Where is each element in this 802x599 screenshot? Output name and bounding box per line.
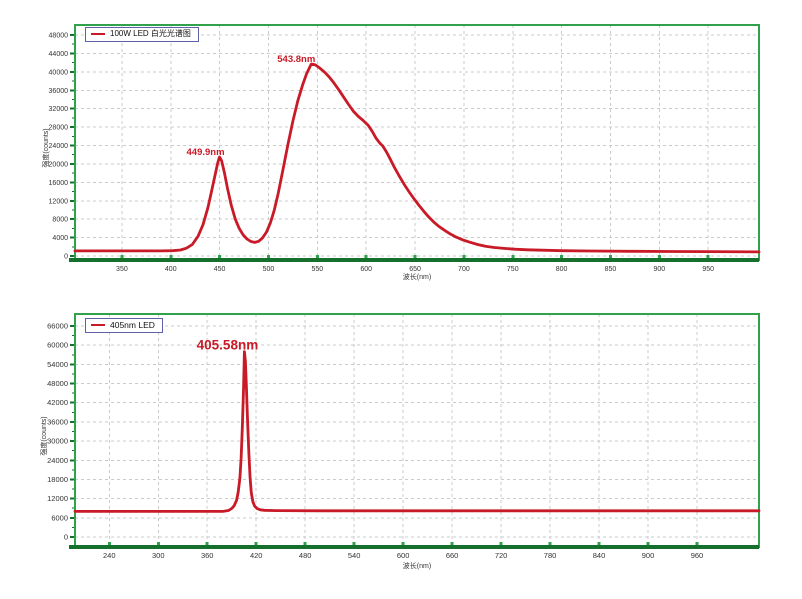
x-tick <box>511 255 515 258</box>
x-tick <box>695 542 699 545</box>
y-tick-label: 12000 <box>49 198 69 205</box>
y-tick-label: 36000 <box>47 417 68 426</box>
y-tick-label: 0 <box>64 254 68 261</box>
x-axis-title-bottom: 波长(nm) <box>402 563 432 570</box>
x-tick <box>120 255 124 258</box>
y-tick-label: 32000 <box>49 106 69 113</box>
x-tick <box>450 542 454 545</box>
x-tick <box>303 542 307 545</box>
x-tick <box>315 255 319 258</box>
x-tick <box>218 255 222 258</box>
x-tick <box>548 542 552 545</box>
x-tick-label: 480 <box>299 551 312 560</box>
legend-white-led: 100W LED 白光光谱图 <box>85 27 199 42</box>
x-tick-label: 500 <box>263 266 275 273</box>
x-tick-label: 650 <box>409 266 421 273</box>
x-tick-label: 850 <box>605 266 617 273</box>
y-tick-label: 16000 <box>49 180 69 187</box>
x-tick <box>364 255 368 258</box>
y-axis-title-top: 强度(counts) <box>43 128 50 168</box>
x-tick <box>352 542 356 545</box>
y-tick-label: 42000 <box>47 398 68 407</box>
y-tick-label: 18000 <box>47 475 68 484</box>
x-tick-label: 600 <box>397 551 410 560</box>
y-tick-label: 20000 <box>49 161 69 168</box>
legend-line-icon <box>91 324 105 327</box>
x-tick <box>107 542 111 545</box>
x-tick-label: 360 <box>201 551 214 560</box>
x-tick-label: 750 <box>507 266 519 273</box>
x-tick-label: 840 <box>593 551 606 560</box>
peak-annotation: 449.9nm <box>187 147 225 158</box>
x-tick-label: 600 <box>360 266 372 273</box>
x-tick-label: 420 <box>250 551 263 560</box>
legend-405nm-led: 405nm LED <box>85 318 163 334</box>
x-tick-label: 950 <box>702 266 714 273</box>
y-tick-label: 12000 <box>47 494 68 503</box>
y-tick-label: 48000 <box>49 33 69 40</box>
x-tick <box>401 542 405 545</box>
spectrum-curve <box>73 62 761 254</box>
x-tick-label: 720 <box>495 551 508 560</box>
x-tick-label: 350 <box>116 266 128 273</box>
plot-border <box>74 24 760 261</box>
x-tick <box>169 255 173 258</box>
chart-1: 240 300 360 420 480 540 600 660 720 780 840 900 960 0… <box>47 313 761 560</box>
x-tick <box>597 542 601 545</box>
x-tick <box>413 255 417 258</box>
y-tick-label: 0 <box>64 533 68 542</box>
x-tick <box>254 542 258 545</box>
peak-annotation: 405.58nm <box>197 338 259 353</box>
x-tick-label: 900 <box>642 551 655 560</box>
y-tick-label: 28000 <box>49 125 69 132</box>
x-tick <box>462 255 466 258</box>
x-tick-label: 780 <box>544 551 557 560</box>
x-tick <box>646 542 650 545</box>
y-tick-label: 60000 <box>47 341 68 350</box>
x-tick-label: 300 <box>152 551 165 560</box>
x-tick <box>499 542 503 545</box>
y-tick-label: 48000 <box>47 379 68 388</box>
y-tick-label: 66000 <box>47 322 68 331</box>
x-tick <box>156 542 160 545</box>
y-tick-label: 6000 <box>51 513 68 522</box>
y-axis-title-bottom: 强度(counts) <box>41 416 48 456</box>
x-axis-title-top: 波长(nm) <box>402 274 432 281</box>
y-tick-label: 24000 <box>49 143 69 150</box>
x-tick <box>205 542 209 545</box>
y-tick-label: 30000 <box>47 437 68 446</box>
x-tick-label: 660 <box>446 551 459 560</box>
y-tick-label: 24000 <box>47 456 68 465</box>
legend-label: 405nm LED <box>110 320 155 330</box>
legend-label: 100W LED 白光光谱图 <box>110 29 191 38</box>
y-tick-label: 36000 <box>49 88 69 95</box>
x-tick-label: 700 <box>458 266 470 273</box>
y-tick-label: 44000 <box>49 51 69 58</box>
x-tick <box>706 255 710 258</box>
x-tick-label: 540 <box>348 551 361 560</box>
x-tick <box>560 255 564 258</box>
x-tick-label: 550 <box>311 266 323 273</box>
chart-0: 350 400 450 500 550 600 650 700 750 800 850 900 950 0… <box>49 24 761 273</box>
x-tick-label: 450 <box>214 266 226 273</box>
x-tick <box>657 255 661 258</box>
y-tick-label: 40000 <box>49 69 69 76</box>
x-tick-label: 800 <box>556 266 568 273</box>
x-tick <box>608 255 612 258</box>
y-tick-label: 4000 <box>52 235 68 242</box>
y-tick-label: 54000 <box>47 360 68 369</box>
y-tick-label: 8000 <box>52 217 68 224</box>
peak-annotation: 543.8nm <box>277 54 315 65</box>
x-tick-label: 960 <box>691 551 704 560</box>
x-tick <box>266 255 270 258</box>
legend-line-icon <box>91 32 105 35</box>
spectrum-curve <box>73 350 761 513</box>
x-tick-label: 400 <box>165 266 177 273</box>
x-tick-label: 240 <box>103 551 116 560</box>
x-tick-label: 900 <box>653 266 665 273</box>
